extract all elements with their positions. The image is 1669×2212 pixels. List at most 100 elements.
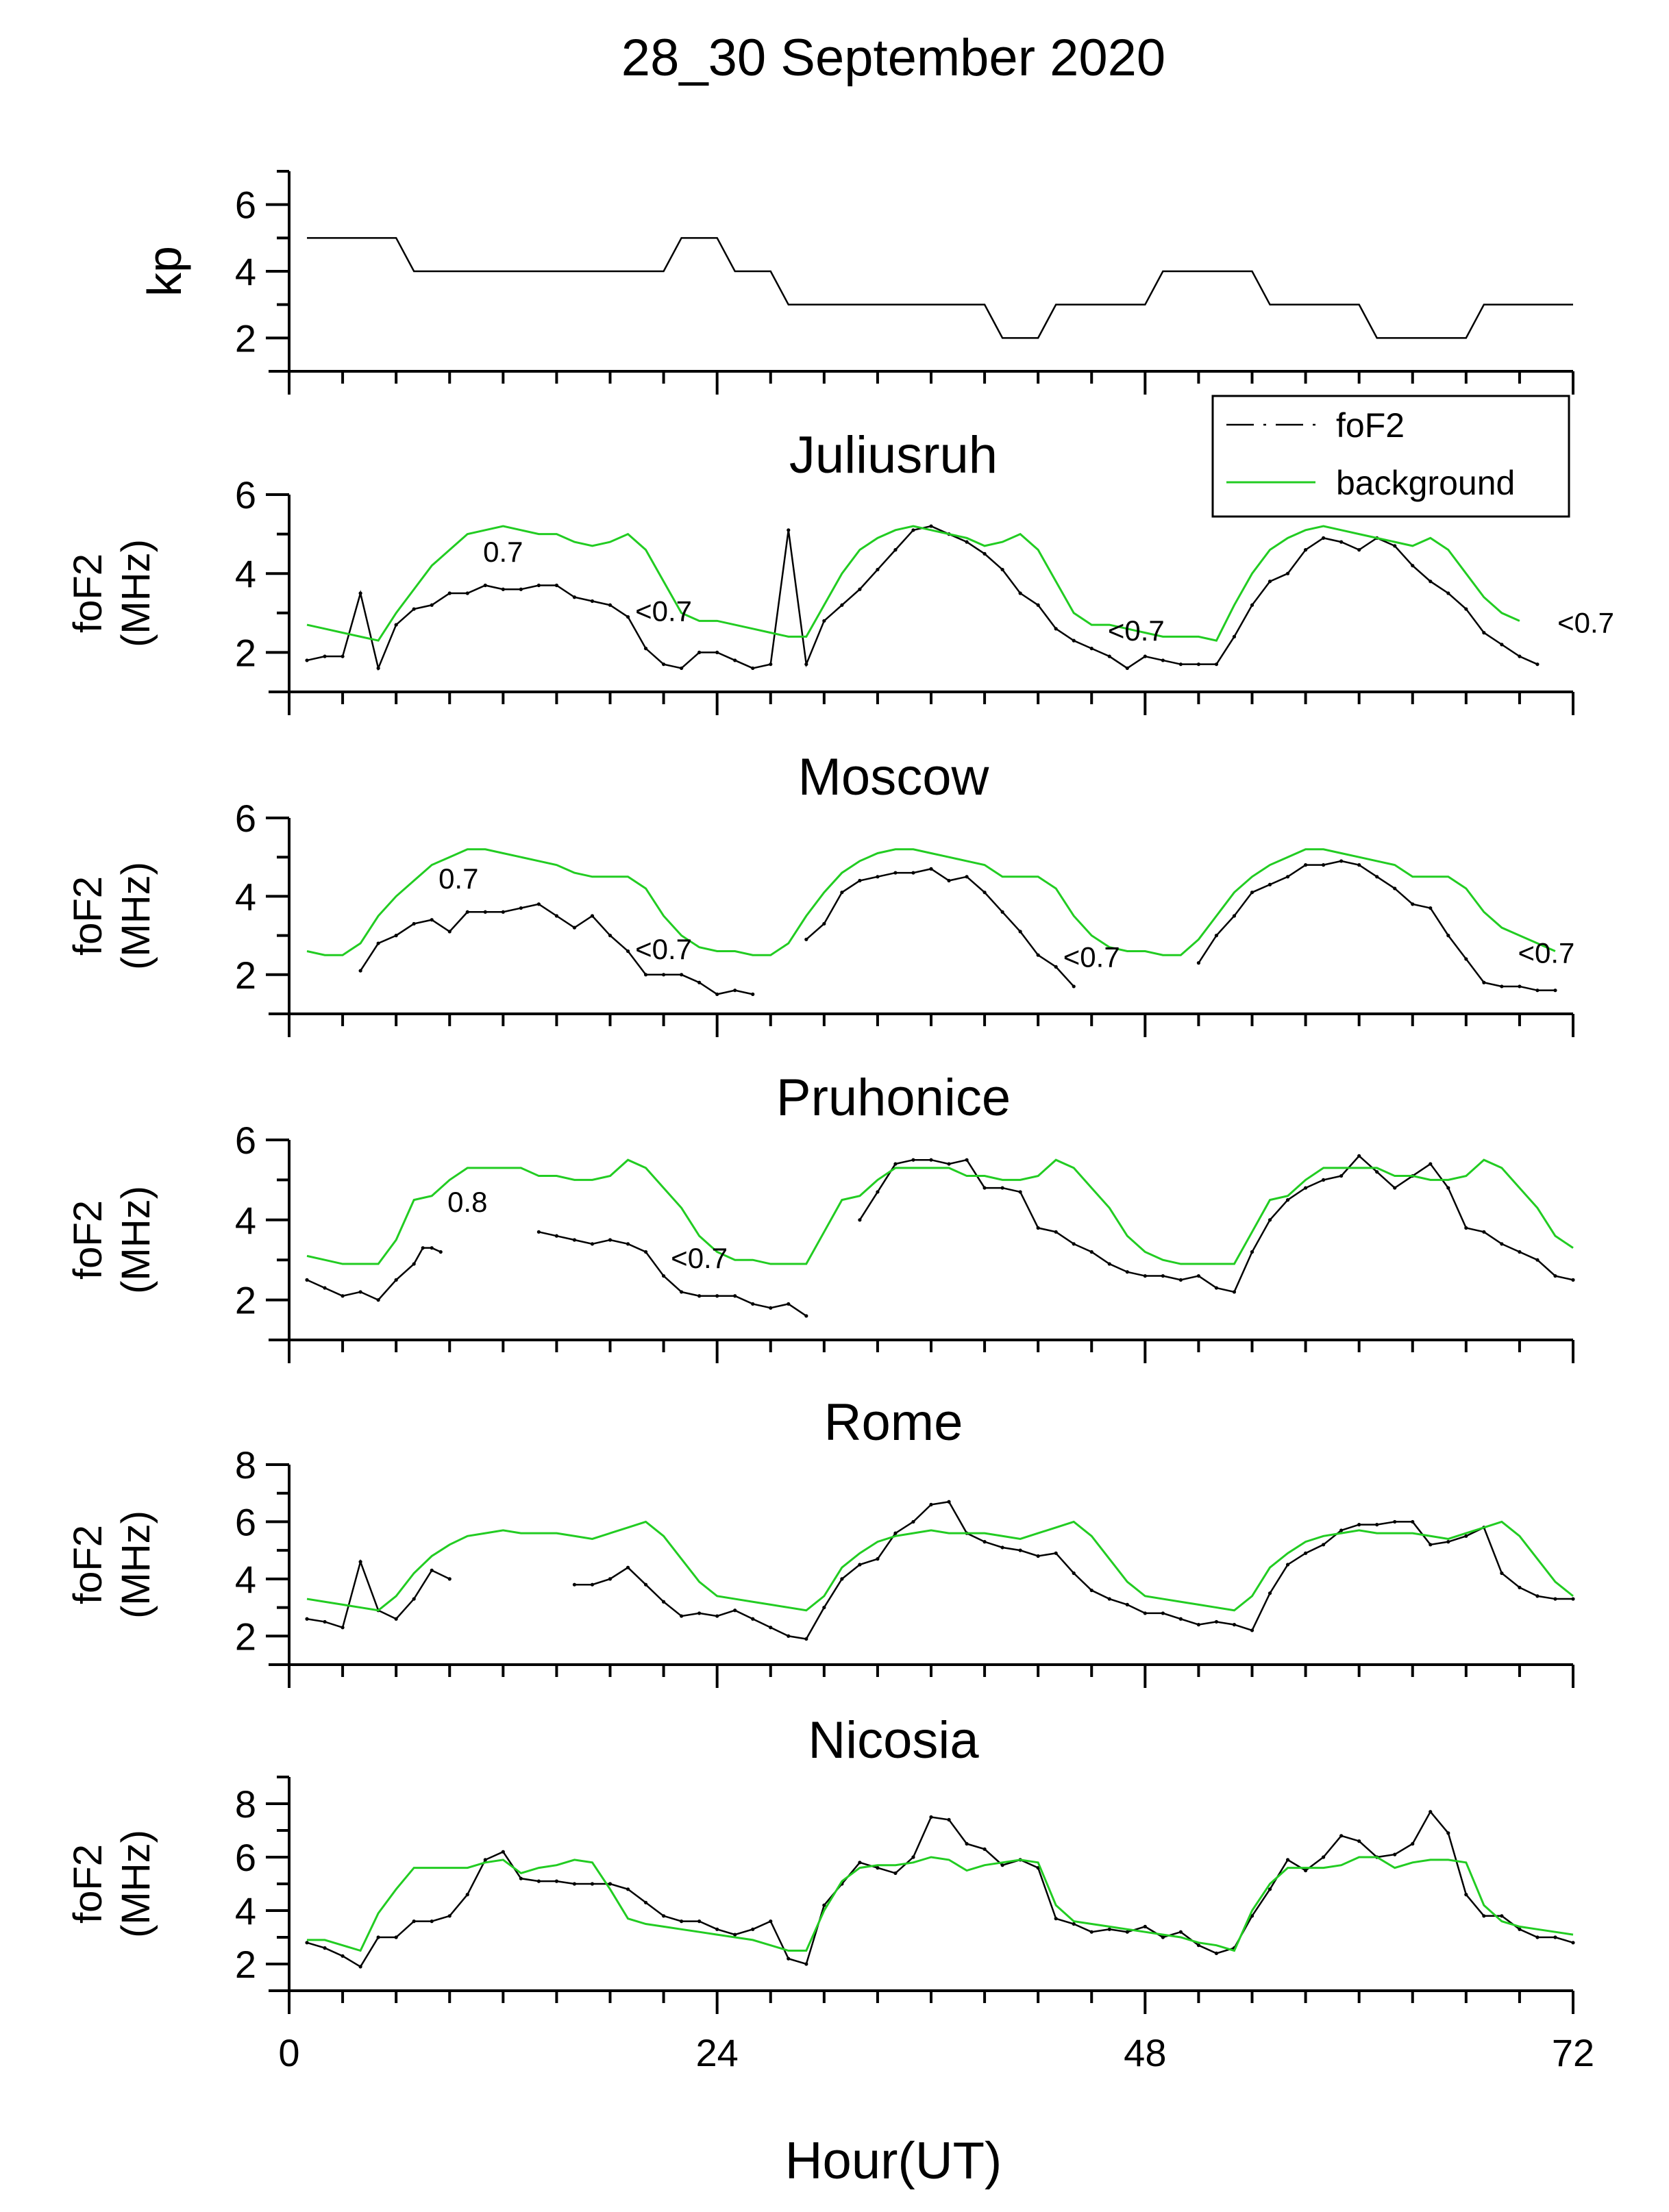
foF2-point bbox=[787, 528, 791, 532]
figure-title: 28_30 September 2020 bbox=[621, 29, 1165, 87]
foF2-point bbox=[643, 1582, 648, 1587]
foF2-point bbox=[1000, 1545, 1004, 1550]
foF2-point bbox=[501, 910, 505, 914]
foF2-point bbox=[680, 1614, 684, 1618]
foF2-point bbox=[1393, 1519, 1397, 1524]
foF2-point bbox=[1125, 1602, 1129, 1606]
foF2-point bbox=[626, 614, 630, 619]
x-axis-label: Hour(UT) bbox=[785, 2132, 1002, 2190]
foF2-point bbox=[733, 1294, 737, 1298]
y-tick-label: 4 bbox=[235, 552, 256, 595]
foF2-point bbox=[608, 934, 613, 938]
foF2-point bbox=[1054, 1230, 1058, 1234]
foF2-point bbox=[554, 1234, 559, 1238]
foF2-point bbox=[929, 867, 933, 871]
foF2-point bbox=[421, 1246, 425, 1250]
foF2-point bbox=[341, 654, 345, 658]
foF2-point bbox=[1411, 1519, 1415, 1524]
foF2-point bbox=[804, 1962, 808, 1966]
foF2-point bbox=[751, 1617, 755, 1621]
annotation-label: 0.7 bbox=[438, 862, 478, 895]
panel-title: Juliusruh bbox=[789, 426, 998, 484]
series-kp bbox=[307, 237, 1573, 339]
foF2-point bbox=[680, 1919, 684, 1924]
foF2-point bbox=[412, 921, 416, 926]
foF2-point bbox=[643, 1900, 648, 1904]
foF2-point bbox=[840, 1577, 844, 1581]
foF2-point bbox=[590, 1242, 595, 1246]
foF2-point bbox=[1125, 666, 1129, 671]
y-tick-label: 4 bbox=[235, 875, 256, 918]
foF2-point bbox=[715, 992, 719, 996]
foF2-point bbox=[341, 1626, 345, 1630]
foF2-point bbox=[1375, 1170, 1379, 1174]
foF2-point bbox=[1429, 906, 1433, 910]
foF2-point bbox=[626, 1887, 630, 1891]
legend-fof2-label: foF2 bbox=[1336, 406, 1405, 445]
y-tick-label: 2 bbox=[235, 954, 256, 997]
foF2-point bbox=[1357, 863, 1361, 867]
foF2-point bbox=[1089, 1250, 1093, 1254]
foF2-point bbox=[1446, 1540, 1450, 1544]
foF2-point bbox=[840, 891, 844, 895]
foF2-point bbox=[1339, 1834, 1344, 1838]
panel-pruhonice: 2 4 6 Pruhonice foF2 (MHz) 0.8 <0.7 bbox=[66, 1069, 1575, 1363]
foF2-point bbox=[1178, 1278, 1183, 1282]
foF2-point bbox=[1125, 1930, 1129, 1934]
foF2-point bbox=[965, 1158, 969, 1162]
foF2-point bbox=[1429, 580, 1433, 584]
foF2-point bbox=[982, 1186, 987, 1190]
foF2-point bbox=[305, 658, 309, 662]
foF2-point bbox=[519, 906, 523, 910]
foF2-point bbox=[1214, 1951, 1219, 1955]
foF2-point bbox=[1375, 1523, 1379, 1527]
foF2-point bbox=[1268, 1887, 1272, 1891]
foF2-point bbox=[1018, 1548, 1022, 1552]
foF2-point bbox=[501, 587, 505, 591]
x-tick-label: 24 bbox=[696, 2031, 739, 2074]
foF2-point bbox=[1411, 1841, 1415, 1846]
foF2-point bbox=[608, 603, 613, 607]
foF2-point bbox=[876, 1866, 880, 1870]
foF2-point bbox=[590, 1582, 595, 1587]
foF2-point bbox=[876, 567, 880, 572]
foF2-point bbox=[554, 583, 559, 588]
foF2-point bbox=[626, 949, 630, 954]
foF2-point bbox=[608, 1238, 613, 1242]
foF2-point bbox=[1322, 1855, 1326, 1859]
foF2-point bbox=[858, 1218, 862, 1222]
foF2-point bbox=[590, 914, 595, 918]
foF2-point bbox=[947, 878, 951, 883]
foF2-point bbox=[483, 583, 487, 588]
foF2-point bbox=[1322, 863, 1326, 867]
foF2-point bbox=[1161, 1935, 1165, 1939]
series-background bbox=[306, 525, 1520, 642]
y-tick-label: 4 bbox=[235, 1558, 256, 1601]
foF2-point bbox=[1285, 1858, 1290, 1862]
foF2-point bbox=[1196, 1273, 1201, 1278]
foF2-point bbox=[465, 591, 469, 595]
foF2-point bbox=[858, 1563, 862, 1567]
series-background bbox=[307, 1856, 1574, 1952]
foF2-point bbox=[911, 1158, 915, 1162]
foF2-point bbox=[1107, 1927, 1111, 1931]
annotation-label: <0.7 bbox=[671, 1242, 728, 1274]
foF2-point bbox=[1285, 571, 1290, 575]
legend-box bbox=[1211, 395, 1570, 518]
foF2-point bbox=[447, 1914, 452, 1918]
foF2-point bbox=[1232, 634, 1237, 638]
foF2-point bbox=[1018, 591, 1022, 595]
foF2-point bbox=[929, 1158, 933, 1162]
foF2-point bbox=[769, 1919, 773, 1924]
x-tick-label: 0 bbox=[278, 2031, 299, 2074]
foF2-point bbox=[876, 1190, 880, 1194]
foF2-point bbox=[572, 1882, 577, 1886]
foF2-point bbox=[769, 662, 773, 667]
y-tick-label: 2 bbox=[235, 316, 256, 360]
foF2-point bbox=[1446, 1831, 1450, 1835]
foF2-point bbox=[1375, 875, 1379, 879]
y-tick-label: 2 bbox=[235, 1615, 256, 1658]
foF2-point bbox=[447, 930, 452, 934]
foF2-point bbox=[1464, 607, 1468, 611]
